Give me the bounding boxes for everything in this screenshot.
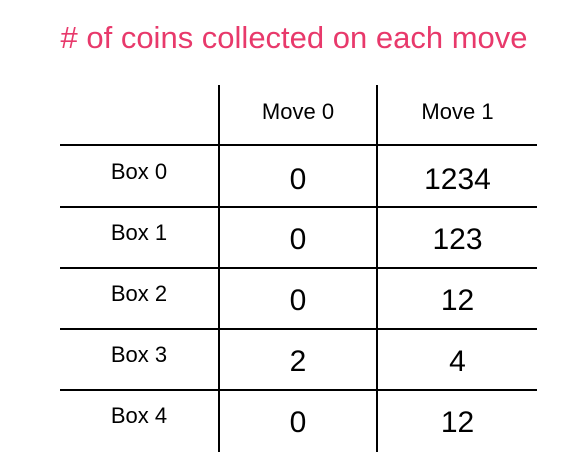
row-divider (60, 267, 537, 269)
table-cell: 2 (289, 345, 307, 378)
table-cell: 4 (449, 345, 466, 378)
column-header-move-0: Move 0 (261, 99, 335, 124)
row-divider (60, 328, 537, 330)
table-cell: 0 (289, 284, 307, 317)
table-cell: 12 (440, 284, 475, 317)
table-cell: 0 (289, 406, 307, 439)
page-title: # of coins collected on each move (60, 20, 528, 55)
table-cell: 1234 (424, 163, 491, 196)
row-divider (60, 206, 537, 208)
column-header-move-1: Move 1 (421, 99, 494, 124)
row-divider (60, 144, 537, 146)
table-cell: 0 (289, 163, 307, 196)
row-label-box-3: Box 3 (110, 342, 168, 367)
row-label-box-2: Box 2 (110, 281, 168, 306)
row-divider (60, 389, 537, 391)
row-label-box-1: Box 1 (110, 220, 168, 245)
row-label-box-4: Box 4 (110, 403, 168, 428)
row-label-box-0: Box 0 (110, 159, 168, 184)
table-cell: 123 (432, 223, 483, 256)
table-cell: 12 (440, 406, 475, 439)
table-cell: 0 (289, 223, 307, 256)
